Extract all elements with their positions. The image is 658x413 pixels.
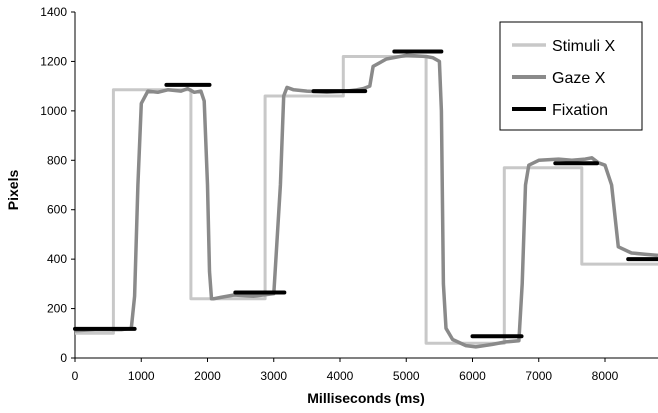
y-tick-label: 600 (47, 203, 67, 217)
legend-label-fixation: Fixation (552, 102, 608, 119)
gaze-x-series-line (74, 53, 658, 349)
axes (74, 12, 658, 359)
x-tick-label: 7000 (525, 369, 552, 383)
x-tick-label: 1000 (128, 369, 155, 383)
y-tick-label: 1200 (40, 54, 67, 68)
x-tick-label: 2000 (194, 369, 221, 383)
stimuli-x-series-line (75, 55, 658, 345)
legend: Stimuli X Gaze X Fixation (499, 21, 643, 131)
x-tick-labels: 0 1000 2000 3000 4000 5000 6000 7000 8000 (72, 358, 619, 383)
y-tick-label: 1400 (40, 5, 67, 19)
y-tick-label: 200 (47, 302, 67, 316)
y-tick-label: 400 (47, 252, 67, 266)
y-tick-labels: 0 200 400 600 800 1000 1200 1400 (40, 5, 75, 365)
plot-area (73, 49, 658, 349)
x-tick-label: 4000 (327, 369, 354, 383)
y-axis-title: Pixels (5, 170, 21, 211)
x-axis-title: Milliseconds (ms) (307, 390, 424, 406)
x-tick-label: 6000 (459, 369, 486, 383)
x-tick-label: 5000 (393, 369, 420, 383)
x-tick-label: 8000 (592, 369, 619, 383)
y-tick-label: 0 (60, 351, 67, 365)
x-tick-label: 0 (72, 369, 79, 383)
x-tick-label: 3000 (260, 369, 287, 383)
legend-label-gaze-x: Gaze X (552, 70, 606, 87)
y-tick-label: 800 (47, 153, 67, 167)
y-tick-label: 1000 (40, 104, 67, 118)
legend-label-stimuli-x: Stimuli X (552, 38, 615, 55)
